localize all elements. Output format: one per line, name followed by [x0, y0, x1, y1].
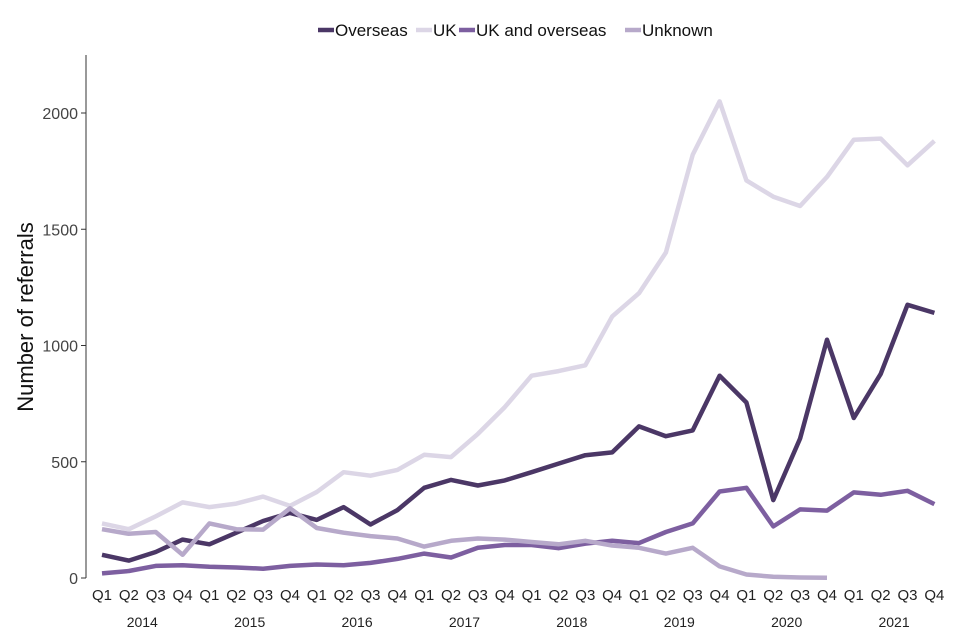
year-label: 2019: [664, 614, 695, 630]
year-label: 2017: [449, 614, 480, 630]
x-tick-label: Q3: [575, 587, 595, 604]
x-tick-label: Q3: [790, 587, 810, 604]
series-line-uk-and-overseas: [101, 485, 936, 576]
x-tick-label: Q3: [683, 587, 703, 604]
x-tick-label: Q1: [844, 587, 864, 604]
x-tick-label: Q4: [173, 587, 193, 604]
x-tick-label: Q3: [468, 587, 488, 604]
series-lines: [101, 99, 936, 581]
y-ticks: 0 500 1000 1500 2000: [42, 106, 86, 588]
x-tick-label: Q3: [253, 587, 273, 604]
series-line-overseas: [101, 302, 936, 563]
series-line-uk: [101, 99, 936, 532]
legend-label: Unknown: [642, 21, 713, 40]
x-tick-label: Q1: [736, 587, 756, 604]
year-label: 2014: [127, 614, 158, 630]
year-labels: 2014 2015 2016 2017 2018 2019 2020 2021: [127, 614, 910, 630]
year-label: 2021: [878, 614, 909, 630]
y-tick-label: 500: [51, 455, 78, 472]
x-tick-label: Q3: [897, 587, 917, 604]
x-tick-label: Q2: [656, 587, 676, 604]
x-tick-label: Q1: [307, 587, 327, 604]
x-tick-label: Q3: [146, 587, 166, 604]
x-tick-label: Q3: [360, 587, 380, 604]
year-label: 2020: [771, 614, 802, 630]
x-tick-label: Q1: [522, 587, 542, 604]
x-tick-label: Q2: [871, 587, 891, 604]
x-tick-label: Q4: [280, 587, 300, 604]
x-tick-label: Q4: [495, 587, 515, 604]
x-tick-label: Q1: [92, 587, 112, 604]
series-line-unknown: [101, 506, 828, 581]
x-tick-label: Q4: [387, 587, 407, 604]
x-tick-label: Q2: [763, 587, 783, 604]
x-tick-label: Q2: [226, 587, 246, 604]
x-tick-label: Q1: [199, 587, 219, 604]
x-tick-label: Q4: [924, 587, 944, 604]
year-label: 2016: [341, 614, 372, 630]
x-tick-label: Q1: [414, 587, 434, 604]
x-tick-label: Q2: [441, 587, 461, 604]
y-tick-label: 1000: [42, 339, 78, 356]
y-tick-label: 2000: [42, 106, 78, 123]
y-tick-label: 1500: [42, 222, 78, 239]
legend-label: Overseas: [335, 21, 408, 40]
x-tick-label: Q2: [119, 587, 139, 604]
x-tick-label: Q4: [602, 587, 622, 604]
x-tick-label: Q2: [548, 587, 568, 604]
x-ticks: Q1 Q2 Q3 Q4 Q1 Q2 Q3 Q4 Q1 Q2 Q3 Q4 Q1 Q2 Q3 Q4 Q1 Q2 Q3 Q4…: [92, 587, 944, 604]
legend: Overseas UK UK and overseas Unknown: [318, 21, 713, 40]
year-label: 2015: [234, 614, 265, 630]
legend-label: UK: [433, 21, 457, 40]
year-label: 2018: [556, 614, 587, 630]
x-tick-label: Q4: [710, 587, 730, 604]
y-tick-label: 0: [69, 571, 78, 588]
x-tick-label: Q1: [629, 587, 649, 604]
x-tick-label: Q2: [334, 587, 354, 604]
x-tick-label: Q4: [817, 587, 837, 604]
y-axis-title: Number of referrals: [13, 222, 38, 412]
legend-label: UK and overseas: [476, 21, 606, 40]
